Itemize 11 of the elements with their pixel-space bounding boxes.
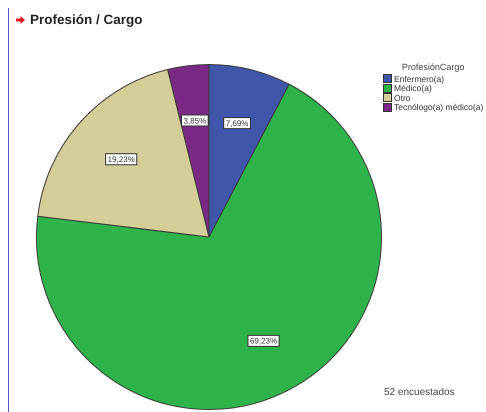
- data-label: 3,85%: [184, 116, 206, 126]
- text: 52 encuestados: [384, 387, 455, 398]
- legend-label: Médico(a): [394, 83, 432, 94]
- legend-label: Otro: [394, 92, 411, 103]
- legend-label: Tecnólogo(a) médico(a): [394, 102, 484, 112]
- legend-label: Enfermero(a): [394, 74, 444, 84]
- data-label: 69,23%: [250, 336, 278, 346]
- data-label: 7,69%: [226, 118, 248, 128]
- legend-title: ProfesiónCargo: [400, 62, 466, 72]
- chart-title: Profesión / Cargo: [30, 12, 143, 27]
- data-label: 19,23%: [108, 154, 135, 164]
